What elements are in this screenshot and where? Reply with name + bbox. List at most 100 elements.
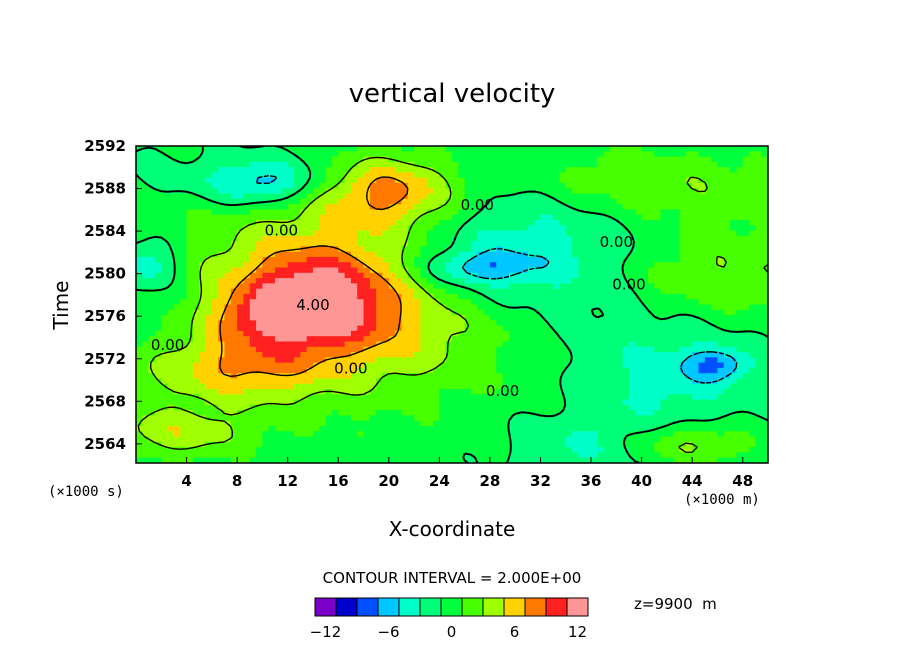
heatmap-cell bbox=[186, 182, 194, 189]
heatmap-cell bbox=[401, 346, 409, 353]
heatmap-cell bbox=[363, 256, 371, 263]
heatmap-cell bbox=[660, 151, 668, 158]
heatmap-cell bbox=[294, 389, 301, 395]
heatmap-cell bbox=[622, 362, 630, 369]
heatmap-cell bbox=[445, 330, 453, 337]
heatmap-cell bbox=[445, 146, 453, 152]
heatmap-cell bbox=[597, 182, 605, 189]
heatmap-cell bbox=[470, 357, 478, 364]
heatmap-cell bbox=[439, 373, 447, 380]
heatmap-cell bbox=[388, 172, 396, 179]
heatmap-cell bbox=[496, 394, 504, 401]
heatmap-cell bbox=[256, 204, 263, 210]
heatmap-cell bbox=[218, 156, 226, 163]
heatmap-cell bbox=[275, 167, 282, 174]
heatmap-cell bbox=[224, 167, 232, 174]
heatmap-cell bbox=[262, 299, 270, 306]
heatmap-cell bbox=[635, 193, 643, 200]
heatmap-cell bbox=[382, 341, 390, 348]
heatmap-cell bbox=[433, 262, 440, 269]
heatmap-cell bbox=[477, 251, 485, 258]
heatmap-cell bbox=[388, 235, 396, 242]
heatmap-cell bbox=[249, 172, 257, 179]
heatmap-cell bbox=[610, 336, 617, 343]
heatmap-cell bbox=[584, 193, 592, 200]
heatmap-cell bbox=[761, 188, 768, 195]
heatmap-cell bbox=[470, 204, 478, 210]
heatmap-cell bbox=[186, 341, 194, 348]
heatmap-cell bbox=[736, 362, 744, 369]
heatmap-cell bbox=[591, 262, 598, 269]
heatmap-cell bbox=[534, 251, 542, 258]
heatmap-cell bbox=[483, 373, 491, 380]
heatmap-cell bbox=[148, 383, 156, 390]
heatmap-cell bbox=[755, 251, 763, 258]
heatmap-cell bbox=[136, 367, 143, 374]
heatmap-cell bbox=[508, 230, 516, 237]
heatmap-cell bbox=[224, 198, 232, 205]
heatmap-cell bbox=[205, 299, 213, 306]
heatmap-cell bbox=[458, 214, 466, 221]
heatmap-cell bbox=[508, 219, 516, 226]
heatmap-cell bbox=[679, 172, 687, 179]
heatmap-cell bbox=[458, 272, 466, 279]
heatmap-cell bbox=[142, 404, 150, 411]
heatmap-cell bbox=[452, 204, 459, 210]
heatmap-cell bbox=[641, 256, 649, 263]
heatmap-cell bbox=[546, 235, 554, 242]
heatmap-cell bbox=[622, 404, 630, 411]
heatmap-cell bbox=[154, 341, 162, 348]
heatmap-cell bbox=[565, 367, 573, 374]
heatmap-cell bbox=[464, 246, 472, 253]
heatmap-cell bbox=[521, 225, 529, 232]
heatmap-cell bbox=[647, 214, 655, 221]
heatmap-cell bbox=[654, 383, 662, 390]
heatmap-cell bbox=[154, 394, 162, 401]
heatmap-cell bbox=[723, 219, 731, 226]
heatmap-cell bbox=[559, 330, 567, 337]
heatmap-cell bbox=[142, 151, 150, 158]
heatmap-cell bbox=[660, 278, 668, 284]
heatmap-cell bbox=[489, 177, 497, 184]
heatmap-cell bbox=[610, 399, 617, 406]
heatmap-cell bbox=[287, 161, 295, 168]
heatmap-cell bbox=[761, 309, 768, 316]
heatmap-cell bbox=[591, 198, 598, 205]
heatmap-cell bbox=[692, 214, 700, 221]
heatmap-cell bbox=[224, 256, 232, 263]
heatmap-cell bbox=[666, 177, 674, 184]
heatmap-cell bbox=[458, 161, 466, 168]
heatmap-cell bbox=[325, 315, 333, 321]
heatmap-cell bbox=[698, 362, 706, 369]
heatmap-cell bbox=[199, 177, 207, 184]
heatmap-cell bbox=[673, 330, 681, 337]
heatmap-cell bbox=[382, 394, 390, 401]
heatmap-cell bbox=[698, 283, 706, 290]
heatmap-cell bbox=[319, 156, 327, 163]
heatmap-cell bbox=[439, 378, 447, 385]
heatmap-cell bbox=[148, 156, 156, 163]
heatmap-cell bbox=[294, 209, 301, 216]
heatmap-cell bbox=[262, 251, 270, 258]
heatmap-cell bbox=[496, 330, 504, 337]
heatmap-cell bbox=[559, 198, 567, 205]
heatmap-cell bbox=[489, 341, 497, 348]
heatmap-cell bbox=[262, 278, 270, 284]
heatmap-cell bbox=[502, 156, 510, 163]
heatmap-cell bbox=[142, 188, 150, 195]
heatmap-cell bbox=[666, 198, 674, 205]
heatmap-cell bbox=[433, 219, 440, 226]
heatmap-cell bbox=[369, 251, 377, 258]
heatmap-cell bbox=[414, 241, 421, 247]
heatmap-cell bbox=[369, 309, 377, 316]
heatmap-cell bbox=[180, 362, 188, 369]
heatmap-cell bbox=[673, 267, 681, 274]
heatmap-cell bbox=[167, 251, 175, 258]
heatmap-cell bbox=[635, 325, 643, 332]
heatmap-cell bbox=[173, 378, 181, 385]
heatmap-cell bbox=[161, 330, 169, 337]
heatmap-cell bbox=[218, 330, 226, 337]
heatmap-cell bbox=[192, 283, 200, 290]
heatmap-cell bbox=[350, 378, 358, 385]
heatmap-cell bbox=[546, 209, 554, 216]
